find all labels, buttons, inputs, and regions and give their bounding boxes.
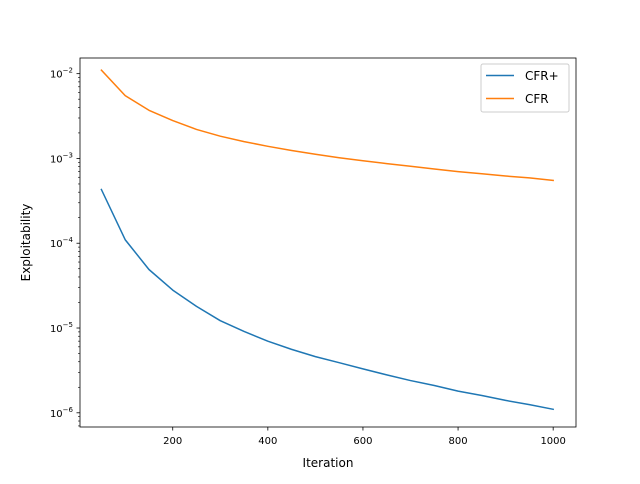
plot-series-layer	[100, 69, 555, 411]
x-tick-label: 1000	[540, 436, 565, 447]
y-tick-label: 10−6	[50, 406, 74, 420]
series-line-cfr	[100, 69, 554, 182]
x-axis-label: Iteration	[303, 456, 354, 470]
x-tick-label: 400	[258, 436, 277, 447]
y-tick-label: 10−4	[50, 236, 74, 250]
x-tick-label: 200	[163, 436, 182, 447]
x-tick-label: 800	[449, 436, 468, 447]
legend-label-cfr: CFR	[525, 92, 549, 106]
y-tick-label: 10−5	[50, 321, 73, 335]
legend-label-cfr-plus: CFR+	[525, 69, 559, 83]
y-tick-label: 10−3	[50, 151, 73, 165]
axes-frame	[79, 57, 577, 428]
x-tick-label: 600	[353, 436, 372, 447]
legend: CFR+ CFR	[480, 63, 570, 113]
series-line-cfr-plus	[100, 188, 555, 411]
y-axis-label: Exploitability	[19, 204, 33, 282]
y-tick-label: 10−2	[50, 67, 73, 81]
y-axis-ticks: 10−6 10−5 10−4 10−3 10−2	[50, 67, 80, 427]
x-axis-ticks: 200 400 600 800 1000	[163, 427, 566, 447]
